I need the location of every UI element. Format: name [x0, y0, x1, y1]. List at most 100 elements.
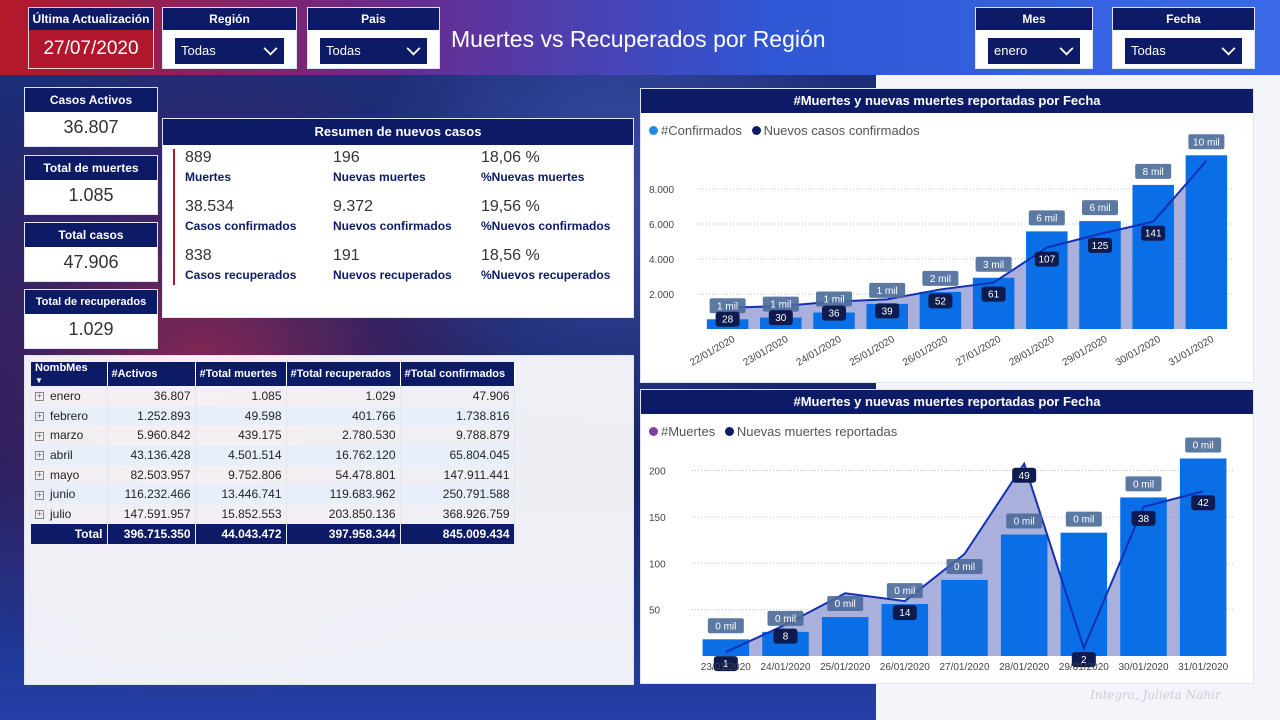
line-data-label: 38	[1138, 514, 1150, 525]
chart-legend: #Muertes Nuevas muertes reportadas	[649, 424, 897, 439]
expand-icon[interactable]: +	[35, 450, 44, 461]
bar	[1026, 231, 1068, 329]
fecha-dropdown[interactable]: Todas	[1125, 38, 1242, 64]
bar-data-label: 2 mil	[930, 274, 951, 285]
bar-data-label-bg	[762, 296, 799, 312]
table-row: + marzo 5.960.842 439.175 2.780.530 9.788.879	[31, 425, 515, 446]
bar-data-label-bg	[1135, 163, 1172, 179]
kpi-label: Casos Activos	[25, 88, 157, 112]
expand-icon[interactable]: +	[35, 430, 44, 441]
summary-label: Nuevos confirmados	[333, 219, 452, 233]
table-row: + julio 147.591.957 15.852.553 203.850.136 36…	[31, 504, 515, 524]
y-tick-label: 2.000	[649, 290, 674, 301]
slicer-mes[interactable]: Mes enero	[975, 7, 1093, 69]
bar-data-label: 10 mil	[1193, 137, 1220, 148]
bar-data-label: 0 mil	[1014, 517, 1035, 528]
summary-cell: 18,56 % %Nuevos recuperados	[481, 247, 610, 282]
expand-icon[interactable]: +	[35, 469, 44, 480]
line-data-label: 2	[1081, 655, 1087, 666]
legend-dot-icon	[649, 427, 658, 436]
slicer-pais-label: Pais	[308, 8, 439, 30]
bar-data-label-bg	[827, 596, 864, 612]
expand-icon[interactable]: +	[35, 391, 44, 402]
line-data-label: 141	[1145, 229, 1162, 240]
summary-cell: 18,06 % %Nuevas muertes	[481, 149, 584, 184]
bar	[1179, 458, 1227, 656]
x-tick-label: 31/01/2020	[1167, 334, 1216, 369]
chevron-down-icon	[1059, 41, 1074, 56]
bar-data-label: 0 mil	[1133, 479, 1154, 490]
expand-icon[interactable]: +	[35, 410, 44, 421]
summary-label: %Nuevas muertes	[481, 170, 585, 184]
line-data-label-bg	[1141, 225, 1166, 241]
bar-data-label-bg	[946, 558, 983, 574]
x-tick-label: 27/01/2020	[939, 662, 989, 673]
bar-data-label: 1 mil	[770, 300, 791, 311]
summary-value: 19,56 %	[481, 198, 540, 215]
legend-dot-icon	[751, 126, 761, 135]
column-header-nombmes[interactable]: NombMes ▼	[31, 362, 108, 386]
kpi-total-casos: Total casos 47.906	[24, 222, 158, 282]
expand-icon[interactable]: +	[35, 489, 44, 500]
summary-accent-bar	[173, 149, 175, 285]
matrix-table-card: NombMes ▼ #Activos #Total muertes #Total …	[24, 355, 634, 685]
pais-dropdown[interactable]: Todas	[320, 38, 427, 64]
slicer-fecha[interactable]: Fecha Todas	[1112, 7, 1255, 69]
bar-data-label-bg	[709, 298, 746, 314]
last-update-value: 27/07/2020	[43, 38, 139, 59]
page-title: Muertes vs Recuperados por Región	[451, 26, 826, 52]
legend-item[interactable]: Nuevos casos confirmados	[763, 123, 920, 138]
line-data-label-bg	[1012, 467, 1037, 483]
x-tick-label: 29/01/2020	[1061, 334, 1110, 369]
x-tick-label: 26/01/2020	[901, 334, 950, 369]
x-tick-label: 30/01/2020	[1118, 662, 1168, 673]
expand-icon[interactable]: +	[35, 509, 44, 520]
region-dropdown[interactable]: Todas	[175, 38, 284, 64]
last-update-label: Última Actualización	[29, 8, 153, 30]
summary-value: 9.372	[333, 198, 374, 215]
summary-cell: 889 Muertes	[185, 149, 231, 184]
slicer-pais[interactable]: Pais Todas	[307, 7, 440, 69]
chevron-down-icon	[406, 41, 421, 56]
legend-item[interactable]: Nuevas muertes reportadas	[736, 424, 898, 439]
line-data-label: 52	[935, 296, 947, 307]
y-tick-label: 100	[649, 559, 666, 570]
kpi-total-muertes: Total de muertes 1.085	[24, 155, 158, 215]
bar-data-label: 0 mil	[835, 599, 856, 610]
watermark: Integra, Julieta Nahir	[1090, 688, 1221, 702]
summary-value: 196	[333, 149, 360, 166]
summary-value: 18,06 %	[481, 149, 540, 166]
legend-item[interactable]: #Muertes	[661, 424, 716, 439]
x-tick-label: 28/01/2020	[999, 662, 1049, 673]
fecha-dropdown-value: Todas	[1131, 43, 1166, 58]
table-row: + abril 43.136.428 4.501.514 16.762.120 65.80…	[31, 445, 515, 465]
summary-cell: 191 Nuevos recuperados	[333, 247, 452, 282]
line-data-label-bg	[1071, 652, 1096, 668]
bar	[1132, 184, 1174, 329]
column-header-total-confirmados[interactable]: #Total confirmados	[400, 362, 515, 386]
slicer-mes-label: Mes	[976, 8, 1092, 30]
column-header-total-recuperados[interactable]: #Total recuperados	[286, 362, 401, 386]
bar-data-label-bg	[707, 618, 744, 634]
column-header-activos[interactable]: #Activos	[107, 362, 196, 386]
bar	[1000, 534, 1048, 656]
mes-dropdown-value: enero	[994, 43, 1028, 58]
summary-value: 191	[333, 247, 360, 264]
x-tick-label: 23/01/2020	[701, 662, 751, 673]
bar-data-label-bg	[975, 256, 1012, 272]
bar-data-label: 1 mil	[717, 301, 738, 312]
bar	[702, 639, 750, 656]
slicer-region[interactable]: Región Todas	[162, 7, 297, 69]
x-tick-label: 22/01/2020	[688, 334, 737, 369]
bar-data-label: 0 mil	[775, 614, 796, 625]
x-tick-label: 24/01/2020	[795, 334, 844, 369]
kpi-label: Total casos	[25, 223, 157, 247]
mes-dropdown[interactable]: enero	[988, 38, 1080, 64]
x-tick-label: 30/01/2020	[1114, 334, 1163, 369]
bar-data-label: 1 mil	[823, 295, 844, 306]
kpi-value: 47.906	[63, 252, 119, 272]
column-header-total-muertes[interactable]: #Total muertes	[195, 362, 287, 386]
chart-confirmados: #Muertes y nuevas muertes reportadas por…	[640, 88, 1254, 383]
bar-data-label: 6 mil	[1089, 203, 1110, 214]
legend-item[interactable]: #Confirmados	[661, 123, 742, 138]
